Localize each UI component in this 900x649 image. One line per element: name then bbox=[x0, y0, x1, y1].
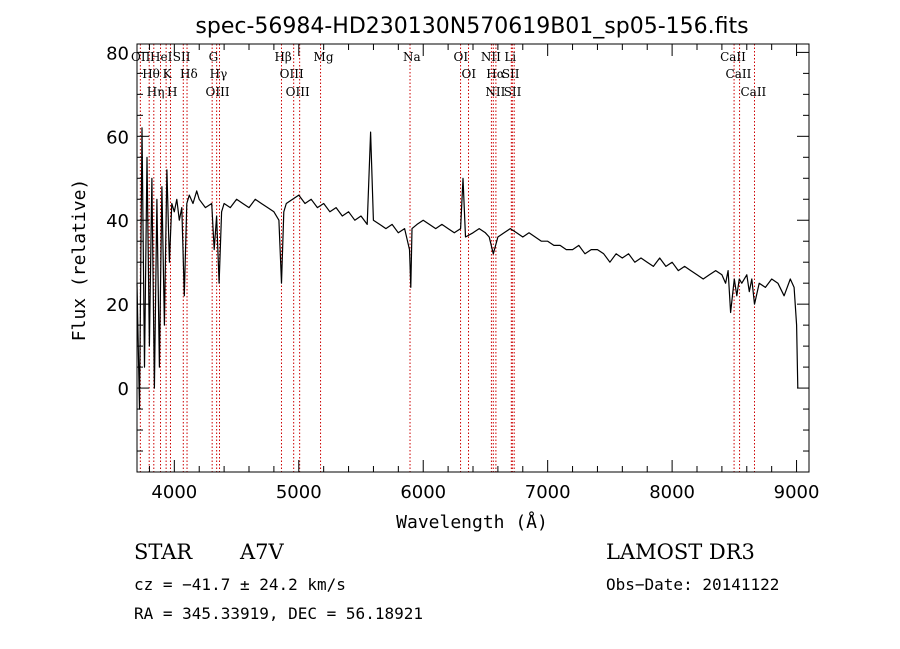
spectral-line-label: K bbox=[163, 67, 173, 81]
spectral-line-label: Hδ bbox=[180, 67, 198, 81]
spectral-line-label: OI bbox=[454, 50, 469, 64]
spectral-line-markers bbox=[139, 44, 755, 472]
x-tick-label: 8000 bbox=[649, 482, 695, 503]
spectral-line-label: NII bbox=[485, 85, 505, 99]
spectral-line-label: CaII bbox=[726, 67, 752, 81]
spectral-line-label: Hα bbox=[486, 67, 505, 81]
spectral-line-label: OIII bbox=[280, 67, 304, 81]
spectral-line-label: Li bbox=[504, 50, 516, 64]
spectrum-series bbox=[136, 127, 799, 410]
y-axis-label: Flux (relative) bbox=[69, 179, 90, 342]
spectral-line-label: OII bbox=[131, 50, 151, 64]
object-class: STAR bbox=[134, 540, 193, 564]
spectral-line-label: SII bbox=[502, 67, 520, 81]
spectral-line-label: Hγ bbox=[210, 67, 228, 81]
y-tick-label: 0 bbox=[118, 379, 129, 400]
spectral-line-label: CaII bbox=[720, 50, 746, 64]
spectral-line-label: SII bbox=[504, 85, 522, 99]
spectral-line-label: CaII bbox=[740, 85, 766, 99]
observation-date: Obs−Date: 20141122 bbox=[606, 575, 780, 594]
axis-ticks: 4000 5000 6000 7000 8000 9000 0 20 40 60 80 bbox=[106, 43, 819, 503]
x-tick-label: 7000 bbox=[525, 482, 571, 503]
spectral-line-label: OIII bbox=[286, 85, 310, 99]
spectral-line-label: G bbox=[209, 50, 219, 64]
object-subclass: A7V bbox=[240, 540, 284, 564]
y-tick-label: 60 bbox=[106, 127, 129, 148]
y-tick-label: 20 bbox=[106, 295, 129, 316]
spectral-line-label: Na bbox=[403, 50, 421, 64]
spectral-line-label: Hβ bbox=[274, 50, 291, 64]
x-axis-label: Wavelength (Å) bbox=[396, 511, 548, 533]
survey-name: LAMOST DR3 bbox=[606, 540, 755, 564]
spectral-line-label: NII bbox=[481, 50, 501, 64]
x-tick-label: 9000 bbox=[774, 482, 820, 503]
spectral-line-label: SII bbox=[173, 50, 191, 64]
x-tick-label: 6000 bbox=[400, 482, 446, 503]
spectral-line-label: Mg bbox=[314, 50, 334, 64]
spectral-line-label: HeI bbox=[150, 50, 173, 64]
spectral-line-label: OI bbox=[462, 67, 477, 81]
chart-title: spec-56984-HD230130N570619B01_sp05-156.f… bbox=[195, 14, 748, 39]
spectral-line-label: Hη bbox=[147, 85, 165, 99]
spectral-line-label: H bbox=[167, 85, 177, 99]
x-tick-label: 5000 bbox=[276, 482, 322, 503]
x-tick-label: 4000 bbox=[151, 482, 197, 503]
y-tick-label: 40 bbox=[106, 211, 129, 232]
plot-frame bbox=[136, 43, 810, 473]
redshift-cz: cz = −41.7 ± 24.2 km/s bbox=[134, 575, 346, 594]
spectral-line-label: Hθ bbox=[142, 67, 160, 81]
spectrum-line bbox=[136, 127, 799, 410]
spectral-line-labels: OII Hθ Hη HeI KH SII Hδ G Hγ OIII Hβ OIII OIII Mg Na OI… bbox=[131, 50, 767, 99]
y-tick-label: 80 bbox=[106, 43, 129, 64]
coordinates: RA = 345.33919, DEC = 56.18921 bbox=[134, 604, 423, 623]
spectral-line-label: OIII bbox=[206, 85, 230, 99]
